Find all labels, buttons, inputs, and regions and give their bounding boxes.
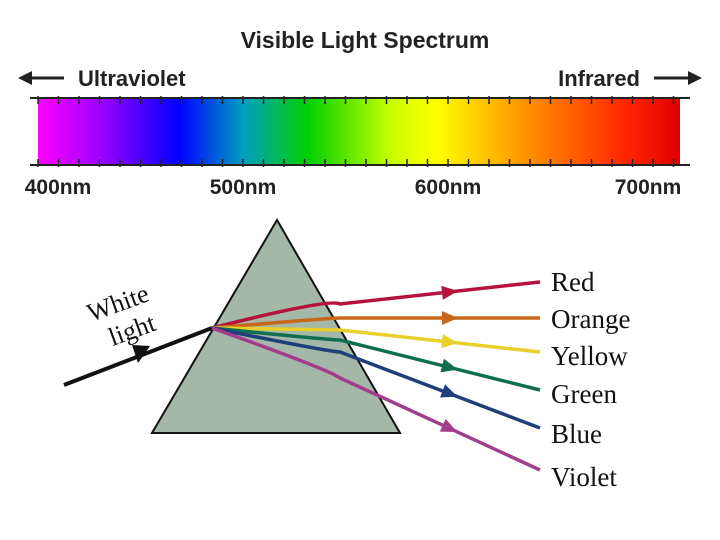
prism [150,218,402,434]
tick-marks [30,96,690,167]
ray-arrowhead [439,418,458,432]
ray-arrowhead [440,358,458,373]
tick-label: 600nm [415,176,482,199]
ray [211,316,540,330]
ray [211,326,541,354]
left-arrowhead [18,71,32,85]
ray-arrowhead [440,384,458,398]
ray-arrowhead [441,285,458,300]
ray [211,326,541,472]
tick-label: 500nm [210,176,277,199]
tick-label: 400nm [25,176,92,199]
ray [211,280,541,330]
ray [211,326,541,392]
spectrum-bar [38,98,680,165]
right-arrowhead [688,71,702,85]
ray-label: Yellow [551,341,628,371]
ray-arrowhead [441,334,458,349]
ray-label: Violet [551,462,617,492]
ray-label: Red [551,267,595,297]
ray-label: Green [551,379,617,409]
ray-arrowhead [442,311,458,325]
input-label: White light [83,279,160,352]
tick-label: 700nm [615,176,682,199]
white-light-arrowhead [132,345,150,363]
ray-label: Orange [551,304,630,334]
ray-label: Blue [551,419,602,449]
left-label: Ultraviolet [78,66,186,91]
ray [211,326,541,430]
title: Visible Light Spectrum [241,27,490,53]
right-label: Infrared [558,66,640,91]
